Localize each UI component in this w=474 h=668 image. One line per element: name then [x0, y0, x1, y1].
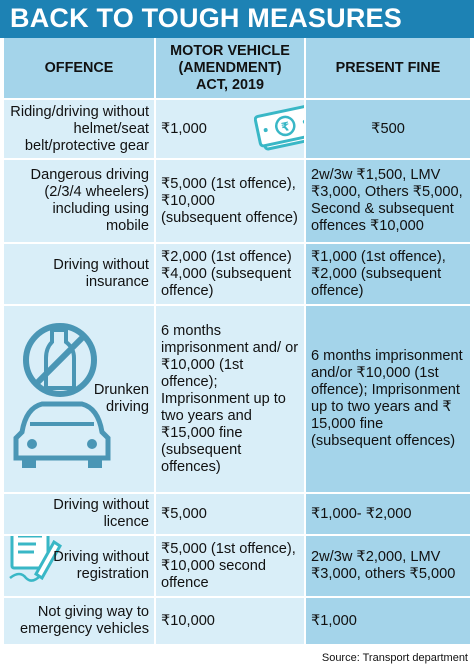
act-fine-cell: ₹1,000 [161, 120, 207, 137]
offence-cell: Dangerous driving (2/3/4 wheelers) inclu… [30, 167, 149, 234]
offence-cell: Not giving way to emergency vehicles [20, 604, 149, 637]
offence-cell: Drunken driving [93, 382, 149, 415]
present-fine-cell: ₹1,000 (1st offence), ₹2,000 (subsequent… [311, 248, 446, 299]
act-fine-cell: 6 months imprisonment and/ or ₹10,000 (1… [161, 322, 299, 475]
present-fine-cell: 2w/3w ₹2,000, LMV ₹3,000, others ₹5,000 [311, 549, 456, 582]
present-fine-cell: ₹500 [371, 120, 405, 137]
present-fine-cell: ₹1,000- ₹2,000 [311, 505, 412, 522]
document-pen-icon [9, 536, 62, 582]
header-present: PRESENT FINE [306, 38, 470, 100]
no-drink-driving-icon [13, 323, 111, 468]
present-fine-cell: ₹1,000 [311, 612, 357, 629]
act-fine-cell: ₹10,000 [161, 612, 215, 629]
title-bar: BACK TO TOUGH MEASURES [0, 0, 474, 38]
page-title: BACK TO TOUGH MEASURES [10, 3, 402, 33]
table-row: Driving without insurance ₹2,000 (1st of… [4, 244, 470, 306]
currency-note-icon: ₹ [254, 104, 304, 151]
table-row: Drunken driving 6 months imprisonment an… [4, 306, 470, 494]
svg-text:₹: ₹ [280, 119, 291, 134]
offence-cell: Driving without registration [53, 549, 149, 582]
offence-cell: Riding/driving without helmet/seat belt/… [10, 103, 149, 154]
header-act: MOTOR VEHICLE (AMENDMENT) ACT, 2019 [156, 38, 306, 100]
table-row: Riding/driving without helmet/seat belt/… [4, 100, 470, 160]
header-offence: OFFENCE [4, 38, 156, 100]
present-fine-cell: 2w/3w ₹1,500, LMV ₹3,000, Others ₹5,000,… [311, 167, 463, 234]
act-fine-cell: ₹2,000 (1st offence) ₹4,000 (subsequent … [161, 248, 292, 299]
offence-cell: Driving without insurance [53, 257, 149, 290]
act-fine-cell: ₹5,000 (1st offence), ₹10,000 (subsequen… [161, 175, 298, 226]
table-row: Driving without licence ₹5,000 ₹1,000- ₹… [4, 494, 470, 536]
table-header: OFFENCE MOTOR VEHICLE (AMENDMENT) ACT, 2… [4, 38, 470, 100]
table-row: Not giving way to emergency vehicles ₹10… [4, 598, 470, 646]
offence-cell: Driving without licence [53, 497, 149, 530]
table-row: Dangerous driving (2/3/4 wheelers) inclu… [4, 160, 470, 244]
present-fine-cell: 6 months imprisonment and/or ₹10,000 (1s… [311, 348, 463, 449]
table-row: Driving without registration ₹5,000 (1st… [4, 536, 470, 598]
act-fine-cell: ₹5,000 [161, 505, 207, 522]
act-fine-cell: ₹5,000 (1st offence), ₹10,000 second off… [161, 540, 296, 591]
source-note: Source: Transport department [321, 652, 468, 664]
